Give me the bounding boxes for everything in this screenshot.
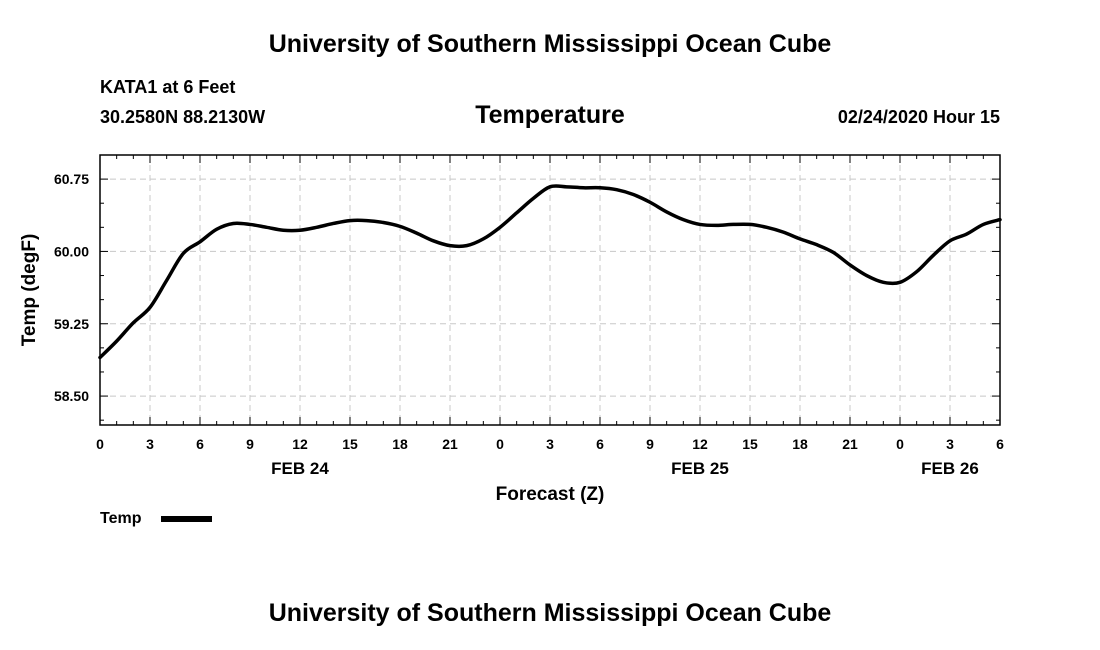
chart-title: Temperature [475, 101, 625, 129]
x-tick-label: 3 [946, 436, 954, 452]
y-tick-label: 60.75 [54, 171, 89, 187]
station-name: KATA1 at 6 Feet [100, 77, 236, 97]
y-tick-label: 60.00 [54, 243, 89, 259]
y-tick-label: 58.50 [54, 388, 89, 404]
x-tick-label: 3 [546, 436, 554, 452]
footer-title: University of Southern Mississippi Ocean… [268, 599, 832, 627]
x-tick-label: 12 [692, 436, 708, 452]
x-tick-label: 15 [742, 436, 758, 452]
legend-swatch [161, 516, 212, 522]
x-tick-label: 18 [792, 436, 808, 452]
x-tick-label: 0 [96, 436, 104, 452]
x-tick-label: 18 [392, 436, 408, 452]
date-label: FEB 24 [271, 459, 329, 478]
legend-label: Temp [100, 510, 142, 527]
station-coords: 30.2580N 88.2130W [100, 107, 266, 127]
date-label: FEB 25 [671, 459, 729, 478]
forecast-datetime: 02/24/2020 Hour 15 [837, 107, 1000, 127]
x-tick-label: 9 [246, 436, 254, 452]
y-tick-label: 59.25 [54, 316, 89, 332]
x-tick-label: 3 [146, 436, 154, 452]
x-tick-label: 9 [646, 436, 654, 452]
x-tick-label: 15 [342, 436, 358, 452]
x-tick-label: 12 [292, 436, 308, 452]
y-axis-label: Temp (degF) [19, 234, 40, 347]
x-tick-label: 6 [196, 436, 204, 452]
x-tick-label: 21 [842, 436, 858, 452]
x-tick-label: 21 [442, 436, 458, 452]
x-tick-label: 0 [496, 436, 504, 452]
header-title: University of Southern Mississippi Ocean… [268, 30, 832, 58]
x-tick-label: 6 [996, 436, 1004, 452]
x-tick-label: 6 [596, 436, 604, 452]
x-tick-label: 0 [896, 436, 904, 452]
date-label: FEB 26 [921, 459, 979, 478]
x-axis-label: Forecast (Z) [496, 484, 605, 505]
series-line-temp [98, 184, 1002, 360]
